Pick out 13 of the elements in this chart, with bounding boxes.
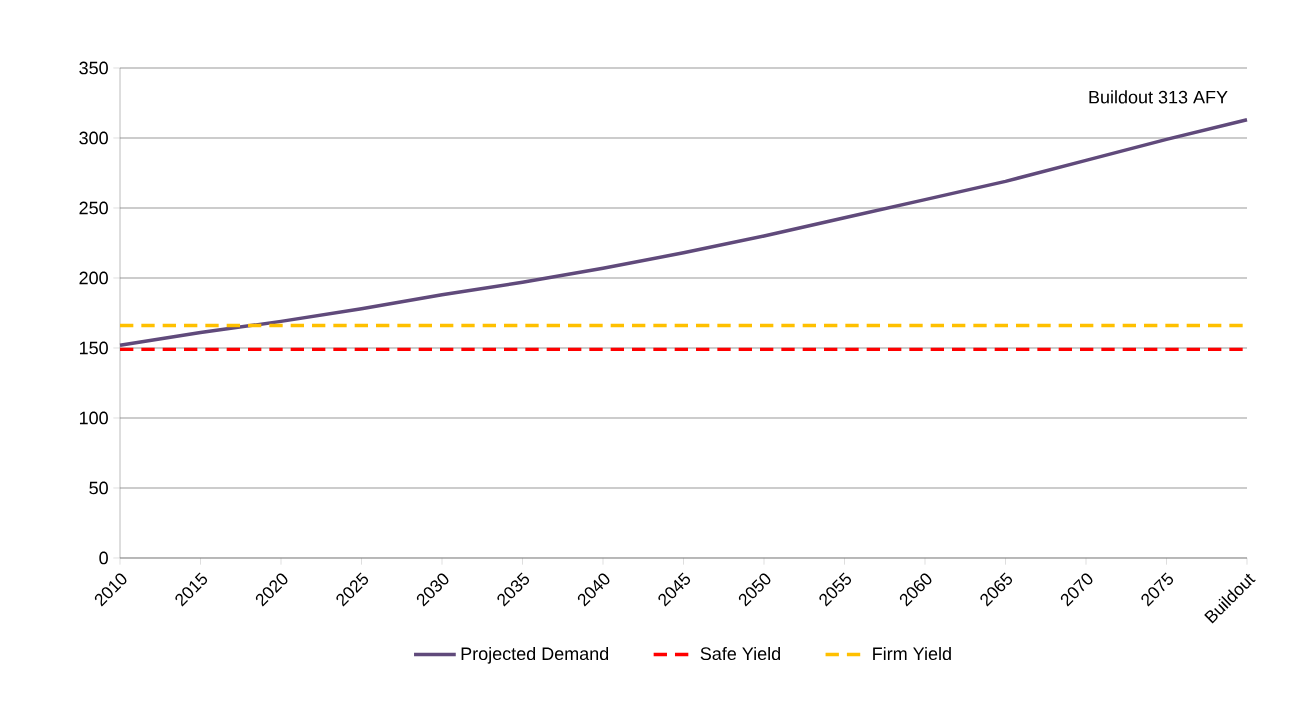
y-tick-label: 300 [79, 131, 108, 145]
line-series [118, 118, 1249, 347]
legend-label: Safe Yield [700, 646, 780, 661]
y-tick-label: 0 [99, 551, 108, 565]
y-tick-label: 150 [79, 341, 108, 355]
annotation: Buildout 313 AFY [1089, 90, 1228, 104]
y-tick-label: 350 [79, 61, 108, 75]
legend-label: Firm Yield [873, 646, 951, 661]
y-tick-label: 50 [89, 481, 108, 495]
legend-label: Projected Demand [461, 646, 609, 664]
y-tick-label: 100 [79, 411, 108, 425]
y-tick-label: 250 [79, 201, 108, 215]
y-tick-label: 200 [79, 271, 108, 285]
